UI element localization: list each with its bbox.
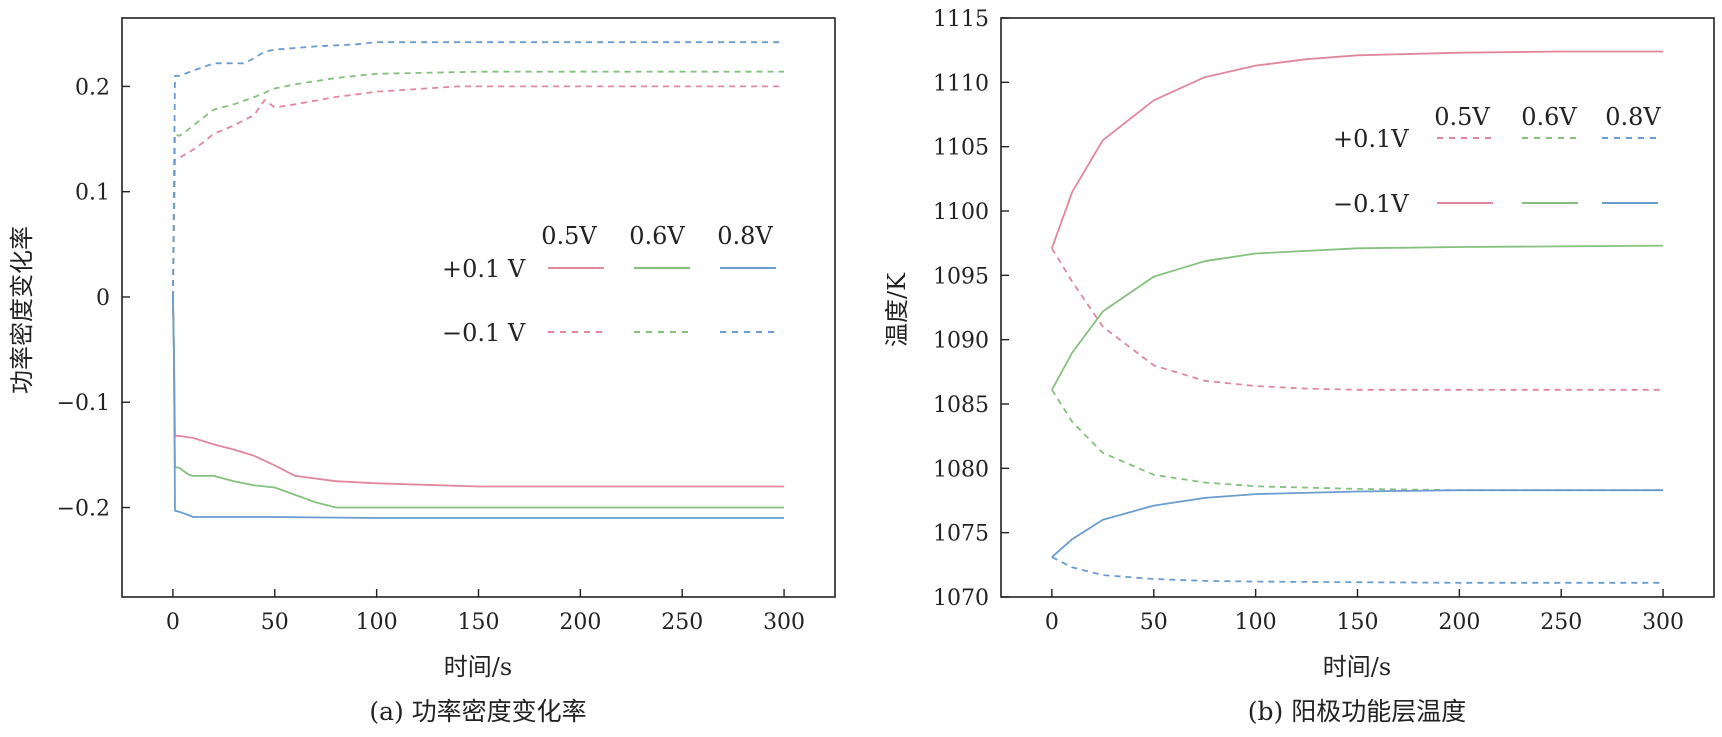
- panel-a-legend-col-0.5v: 0.5V: [541, 222, 597, 250]
- x-tick-label: 250: [1540, 610, 1582, 635]
- x-tick-label: 0: [166, 610, 180, 635]
- series-line: [172, 296, 785, 519]
- panel-a-x-ticks: 0 50 100 150 200 250 300: [166, 589, 805, 635]
- y-tick-label: 0.1: [75, 181, 110, 206]
- x-tick-label: 0: [1045, 610, 1059, 635]
- panel-b-x-ticks: 0 50 100 150 200 250 300: [1045, 589, 1684, 635]
- panel-a-x-axis-label: 时间/s: [444, 653, 512, 681]
- panel-a-y-axis-label: 功率密度变化率: [8, 226, 36, 394]
- series-line: [1051, 389, 1664, 492]
- y-tick-label: 1100: [933, 200, 989, 225]
- y-tick-label: 0: [96, 286, 110, 311]
- series-line: [172, 70, 785, 298]
- series-line: [172, 296, 785, 509]
- y-tick-label: 1070: [933, 586, 989, 611]
- panel-a-legend-row-minus: −0.1 V: [442, 319, 526, 347]
- panel-a-legend-col-0.6v: 0.6V: [629, 222, 685, 250]
- panel-a-legend: 0.5V 0.6V 0.8V +0.1 V −0.1 V: [442, 222, 776, 347]
- x-tick-label: 300: [1642, 610, 1684, 635]
- panel-b-legend-col-0.8v: 0.8V: [1605, 103, 1661, 131]
- series-line: [1051, 556, 1664, 584]
- y-tick-label: 1080: [933, 457, 989, 482]
- y-tick-label: 1105: [933, 136, 989, 161]
- panel-a-chart: −0.2−0.100.10.2 0 50 100 150 200 250 300 时间/s …: [8, 17, 836, 726]
- y-tick-label: 1095: [933, 264, 989, 289]
- series-line: [172, 296, 785, 488]
- panel-b-legend: 0.5V 0.6V 0.8V +0.1V −0.1V: [1333, 103, 1661, 218]
- panel-b-series: [1051, 50, 1664, 584]
- y-tick-label: 0.2: [75, 75, 110, 100]
- x-tick-label: 200: [1438, 610, 1480, 635]
- panel-b-legend-col-0.5v: 0.5V: [1434, 103, 1490, 131]
- x-tick-label: 100: [356, 610, 398, 635]
- x-tick-label: 250: [661, 610, 703, 635]
- x-tick-label: 100: [1235, 610, 1277, 635]
- panel-a-y-ticks: −0.2 −0.1 0 0.1 0.2: [57, 75, 130, 522]
- series-line: [172, 41, 785, 298]
- series-line: [172, 85, 785, 298]
- y-tick-label: 1085: [933, 393, 989, 418]
- x-tick-label: 150: [458, 610, 500, 635]
- panel-a-legend-col-0.8v: 0.8V: [717, 222, 773, 250]
- panel-b-legend-col-0.6v: 0.6V: [1521, 103, 1577, 131]
- panel-b-legend-row-minus: −0.1V: [1333, 190, 1409, 218]
- x-tick-label: 200: [559, 610, 601, 635]
- panel-a-legend-row-plus: +0.1 V: [442, 255, 526, 283]
- panel-b-chart: 1070 1075 1080 1085 1090 1095 1100 1105 1110 1115…: [883, 7, 1715, 726]
- panel-b-caption: (b) 阳极功能层温度: [1248, 697, 1466, 726]
- series-line: [1051, 489, 1664, 558]
- x-tick-label: 50: [1140, 610, 1168, 635]
- panel-b-x-axis-label: 时间/s: [1323, 653, 1391, 681]
- y-tick-label: 1110: [933, 71, 989, 96]
- y-tick-label: −0.2: [57, 497, 110, 522]
- series-line: [1051, 50, 1664, 249]
- panel-a-caption: (a) 功率密度变化率: [369, 697, 586, 726]
- panel-a-plot-frame: [121, 17, 836, 598]
- y-tick-label: −0.1: [57, 391, 110, 416]
- x-tick-label: 150: [1337, 610, 1379, 635]
- panel-a-series: [172, 41, 785, 519]
- panel-b-legend-row-plus: +0.1V: [1333, 125, 1409, 153]
- y-tick-label: 1090: [933, 329, 989, 354]
- y-tick-label: 1075: [933, 522, 989, 547]
- series-line: [1051, 244, 1664, 391]
- x-tick-label: 300: [763, 610, 805, 635]
- x-tick-label: 50: [261, 610, 289, 635]
- panel-b-y-axis-label: 温度/K: [883, 272, 911, 347]
- series-line: [1051, 247, 1664, 391]
- panel-b-y-ticks: 1070 1075 1080 1085 1090 1095 1100 1105 1110 1115: [933, 7, 1009, 611]
- y-tick-label: 1115: [933, 7, 989, 32]
